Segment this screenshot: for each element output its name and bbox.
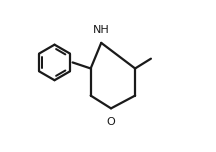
Text: O: O — [107, 117, 115, 127]
Text: NH: NH — [93, 25, 110, 35]
